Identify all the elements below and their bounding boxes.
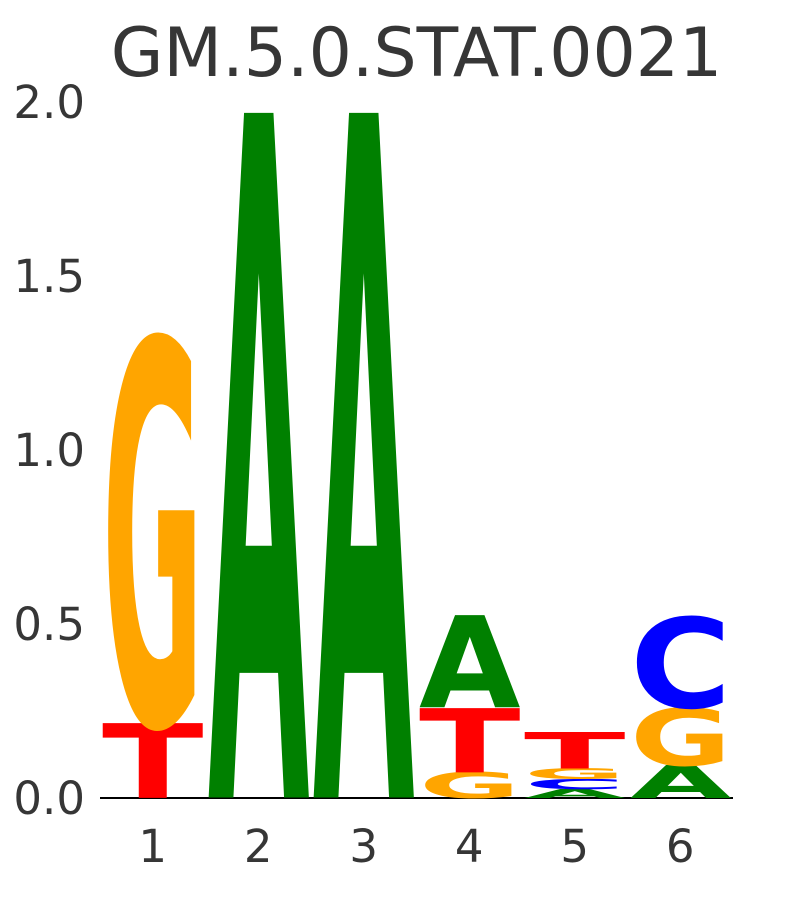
- x-tick-label: 6: [665, 820, 695, 873]
- logo-letter-a: A: [524, 787, 626, 801]
- svg-text:A: A: [524, 787, 626, 801]
- svg-text:A: A: [419, 591, 521, 737]
- svg-text:G: G: [419, 765, 521, 807]
- svg-text:C: C: [630, 594, 732, 738]
- logo-letter-a: A: [419, 591, 521, 737]
- x-tick-label: 2: [243, 820, 273, 873]
- logo-letter-t: T: [524, 722, 626, 780]
- svg-text:G: G: [630, 692, 732, 784]
- logo-letter-g: G: [524, 765, 626, 782]
- logo-letter-g: G: [419, 765, 521, 807]
- y-tick-label: 2.0: [13, 76, 85, 129]
- y-tick-label: 1.5: [13, 250, 85, 303]
- svg-text:A: A: [208, 0, 310, 900]
- y-tick-label: 0.5: [13, 598, 85, 651]
- svg-text:G: G: [524, 765, 626, 782]
- logo-letter-a: A: [208, 0, 310, 900]
- svg-text:T: T: [524, 722, 626, 780]
- svg-text:A: A: [313, 0, 415, 900]
- logo-letter-g: G: [102, 234, 204, 848]
- svg-text:T: T: [102, 703, 204, 822]
- x-tick-label: 5: [560, 820, 590, 873]
- chart-title: GM.5.0.STAT.0021: [110, 14, 723, 93]
- y-tick-label: 0.0: [13, 772, 85, 825]
- y-tick-label: 1.0: [13, 424, 85, 477]
- logo-letter-c: C: [524, 776, 626, 792]
- x-tick-label: 4: [454, 820, 484, 873]
- logo-letter-c: C: [630, 594, 732, 738]
- svg-text:G: G: [102, 234, 204, 848]
- x-tick-label: 1: [138, 820, 168, 873]
- logo-letter-a: A: [630, 756, 732, 809]
- logo-letter-t: T: [419, 691, 521, 793]
- logo-letter-g: G: [630, 692, 732, 784]
- x-tick-label: 3: [349, 820, 379, 873]
- svg-text:C: C: [524, 776, 626, 792]
- svg-text:A: A: [630, 756, 732, 809]
- x-axis-baseline: [100, 796, 733, 800]
- svg-text:T: T: [419, 691, 521, 793]
- logo-letter-a: A: [313, 0, 415, 900]
- logo-letter-t: T: [102, 703, 204, 822]
